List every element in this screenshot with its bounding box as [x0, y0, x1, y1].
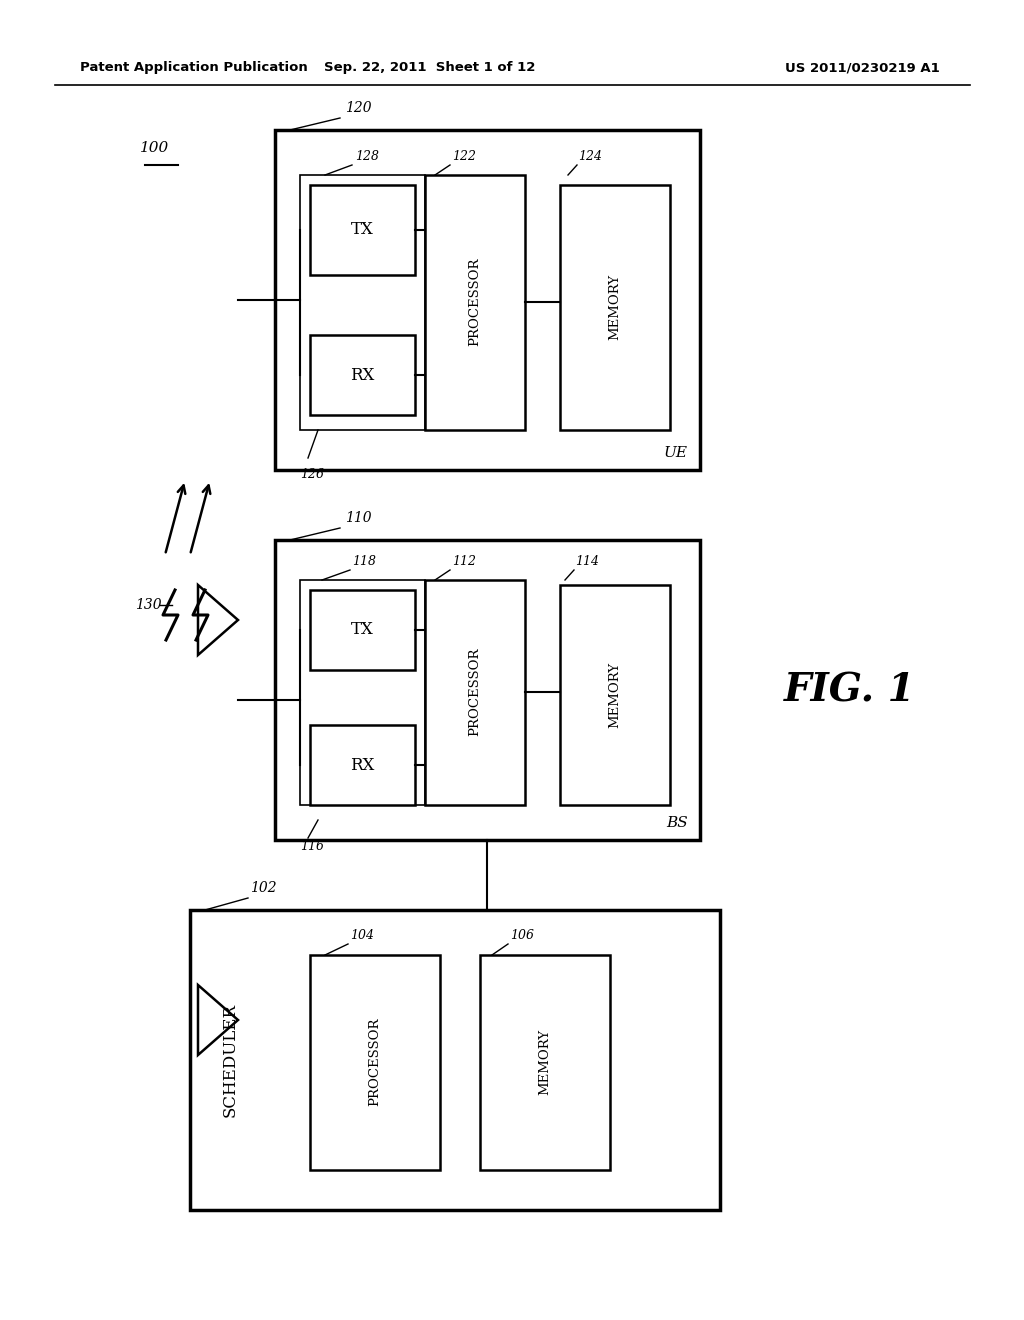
- Bar: [480, 954, 610, 1170]
- Text: US 2011/0230219 A1: US 2011/0230219 A1: [785, 62, 940, 74]
- Text: 100: 100: [140, 141, 169, 154]
- Text: MEMORY: MEMORY: [608, 661, 622, 729]
- Text: 116: 116: [300, 840, 324, 853]
- Text: BS: BS: [667, 816, 688, 830]
- Text: 102: 102: [250, 880, 276, 895]
- Text: TX: TX: [350, 222, 374, 239]
- Text: 130: 130: [135, 598, 162, 612]
- Bar: [560, 585, 670, 805]
- Text: 106: 106: [510, 929, 534, 942]
- Text: 110: 110: [345, 511, 372, 525]
- Text: 114: 114: [575, 554, 599, 568]
- Text: 104: 104: [350, 929, 374, 942]
- Bar: [310, 590, 415, 671]
- Text: 118: 118: [352, 554, 376, 568]
- Text: 124: 124: [578, 150, 602, 162]
- Bar: [190, 909, 720, 1210]
- Bar: [275, 540, 700, 840]
- Text: 112: 112: [452, 554, 476, 568]
- Bar: [275, 129, 700, 470]
- Text: 128: 128: [355, 150, 379, 162]
- Text: RX: RX: [350, 756, 374, 774]
- Bar: [425, 579, 525, 805]
- Bar: [310, 185, 415, 275]
- Text: MEMORY: MEMORY: [608, 275, 622, 341]
- Bar: [300, 579, 425, 805]
- Text: 120: 120: [345, 102, 372, 115]
- Text: 122: 122: [452, 150, 476, 162]
- Text: PROCESSOR: PROCESSOR: [469, 257, 481, 346]
- Text: UE: UE: [664, 446, 688, 459]
- Bar: [560, 185, 670, 430]
- Text: PROCESSOR: PROCESSOR: [469, 648, 481, 737]
- Text: 126: 126: [300, 469, 324, 480]
- Bar: [310, 954, 440, 1170]
- Bar: [300, 176, 425, 430]
- Text: SCHEDULER: SCHEDULER: [221, 1003, 239, 1117]
- Bar: [310, 725, 415, 805]
- Text: PROCESSOR: PROCESSOR: [369, 1018, 382, 1106]
- Text: MEMORY: MEMORY: [539, 1028, 552, 1096]
- Bar: [425, 176, 525, 430]
- Text: TX: TX: [350, 622, 374, 639]
- Text: Patent Application Publication: Patent Application Publication: [80, 62, 308, 74]
- Text: FIG. 1: FIG. 1: [784, 671, 915, 709]
- Text: RX: RX: [350, 367, 374, 384]
- Bar: [310, 335, 415, 414]
- Text: Sep. 22, 2011  Sheet 1 of 12: Sep. 22, 2011 Sheet 1 of 12: [325, 62, 536, 74]
